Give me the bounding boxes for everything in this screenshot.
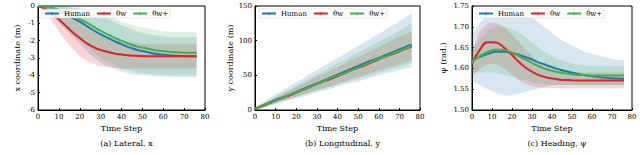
- svg-text:70: 70: [395, 113, 404, 121]
- svg-text:30: 30: [528, 113, 537, 121]
- svg-text:30: 30: [96, 113, 105, 121]
- svg-text:50: 50: [138, 113, 147, 121]
- svg-text:1.55: 1.55: [453, 85, 469, 93]
- svg-text:10: 10: [54, 113, 63, 121]
- svg-text:50: 50: [243, 71, 252, 79]
- svg-text:1.65: 1.65: [453, 44, 469, 52]
- svg-text:150: 150: [239, 2, 252, 10]
- svg-text:0: 0: [36, 113, 40, 121]
- svg-text:Time Step: Time Step: [101, 124, 142, 133]
- svg-text:10: 10: [271, 113, 280, 121]
- svg-text:Time Step: Time Step: [317, 124, 358, 133]
- svg-text:θw: θw: [116, 10, 126, 18]
- svg-text:30: 30: [312, 113, 321, 121]
- svg-text:Time Step: Time Step: [531, 124, 572, 133]
- svg-text:-3: -3: [28, 54, 35, 62]
- svg-text:1.70: 1.70: [453, 23, 469, 31]
- svg-text:80: 80: [416, 113, 425, 121]
- svg-text:10: 10: [488, 113, 497, 121]
- svg-text:40: 40: [333, 113, 342, 121]
- svg-text:60: 60: [159, 113, 168, 121]
- svg-text:0: 0: [470, 113, 474, 121]
- svg-text:(b) Longitudinal, y: (b) Longitudinal, y: [305, 139, 380, 148]
- svg-text:θw+: θw+: [586, 10, 602, 18]
- svg-text:50: 50: [568, 113, 577, 121]
- svg-text:θw: θw: [550, 10, 560, 18]
- svg-text:20: 20: [508, 113, 517, 121]
- svg-text:θw+: θw+: [369, 10, 385, 18]
- svg-text:50: 50: [354, 113, 363, 121]
- svg-text:40: 40: [548, 113, 557, 121]
- svg-text:0: 0: [248, 106, 252, 114]
- svg-text:(a) Lateral, x: (a) Lateral, x: [100, 139, 153, 148]
- svg-text:-1: -1: [28, 19, 35, 27]
- svg-text:1.75: 1.75: [453, 2, 469, 10]
- svg-text:Human: Human: [281, 10, 307, 18]
- svg-text:Human: Human: [498, 10, 524, 18]
- svg-text:20: 20: [75, 113, 84, 121]
- svg-text:70: 70: [608, 113, 617, 121]
- svg-text:70: 70: [180, 113, 189, 121]
- svg-text:ψ (rad.): ψ (rad.): [439, 42, 448, 73]
- svg-text:(c) Heading, ψ: (c) Heading, ψ: [527, 139, 586, 148]
- svg-text:80: 80: [201, 113, 210, 121]
- svg-text:-2: -2: [28, 37, 35, 45]
- svg-text:-5: -5: [28, 89, 35, 97]
- svg-text:20: 20: [292, 113, 301, 121]
- svg-text:Human: Human: [64, 10, 90, 18]
- svg-text:80: 80: [628, 113, 637, 121]
- svg-text:1.60: 1.60: [453, 64, 469, 72]
- svg-text:40: 40: [117, 113, 126, 121]
- svg-text:θw: θw: [333, 10, 343, 18]
- svg-text:100: 100: [239, 37, 252, 45]
- svg-text:60: 60: [374, 113, 383, 121]
- svg-text:0: 0: [31, 2, 35, 10]
- svg-text:y coordinate (m): y coordinate (m): [226, 25, 235, 93]
- svg-text:1.50: 1.50: [453, 106, 469, 114]
- svg-text:60: 60: [588, 113, 597, 121]
- svg-text:θw+: θw+: [152, 10, 168, 18]
- svg-text:-6: -6: [28, 106, 35, 114]
- svg-text:0: 0: [253, 113, 257, 121]
- svg-text:-4: -4: [28, 71, 35, 79]
- svg-text:x coordinate (m): x coordinate (m): [13, 25, 22, 92]
